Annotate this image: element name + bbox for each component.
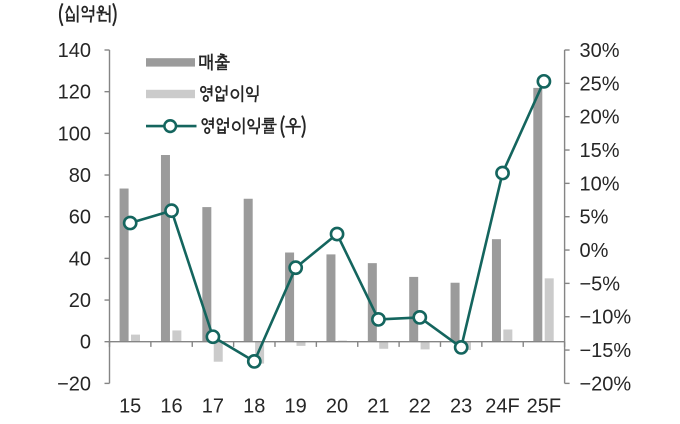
svg-text:25F: 25F bbox=[527, 396, 561, 418]
svg-text:−20: −20 bbox=[57, 373, 91, 395]
svg-text:40: 40 bbox=[69, 248, 91, 270]
svg-text:17: 17 bbox=[202, 396, 224, 418]
svg-text:−10%: −10% bbox=[580, 307, 632, 329]
svg-text:−20%: −20% bbox=[580, 373, 632, 395]
svg-text:10%: 10% bbox=[580, 173, 620, 195]
svg-text:15: 15 bbox=[119, 396, 141, 418]
svg-text:0%: 0% bbox=[580, 240, 609, 262]
svg-text:24F: 24F bbox=[485, 396, 519, 418]
svg-text:5%: 5% bbox=[580, 207, 609, 229]
svg-text:−5%: −5% bbox=[580, 273, 621, 295]
svg-text:20: 20 bbox=[69, 290, 91, 312]
svg-text:120: 120 bbox=[58, 82, 91, 104]
svg-text:80: 80 bbox=[69, 165, 91, 187]
svg-text:0: 0 bbox=[80, 332, 91, 354]
svg-text:140: 140 bbox=[58, 40, 91, 62]
svg-text:16: 16 bbox=[160, 396, 182, 418]
svg-text:20%: 20% bbox=[580, 107, 620, 129]
svg-text:19: 19 bbox=[285, 396, 307, 418]
svg-text:20: 20 bbox=[326, 396, 348, 418]
svg-text:−15%: −15% bbox=[580, 340, 632, 362]
svg-text:15%: 15% bbox=[580, 140, 620, 162]
svg-text:18: 18 bbox=[243, 396, 265, 418]
svg-text:30%: 30% bbox=[580, 40, 620, 62]
svg-text:21: 21 bbox=[367, 396, 389, 418]
svg-text:100: 100 bbox=[58, 123, 91, 145]
svg-text:60: 60 bbox=[69, 207, 91, 229]
svg-text:22: 22 bbox=[409, 396, 431, 418]
svg-text:23: 23 bbox=[450, 396, 472, 418]
svg-text:25%: 25% bbox=[580, 73, 620, 95]
